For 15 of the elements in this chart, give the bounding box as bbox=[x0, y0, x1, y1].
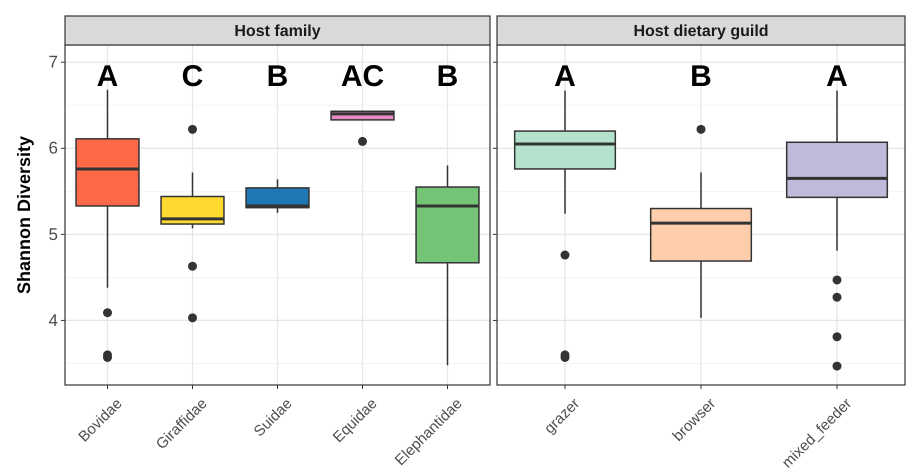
annotation: AC bbox=[340, 60, 384, 93]
y-tick-label: 7 bbox=[48, 52, 58, 72]
chart-title: Host family bbox=[234, 23, 321, 40]
annotation: A bbox=[826, 60, 848, 93]
annotation: B bbox=[690, 60, 712, 93]
y-axis-title: Shannon Diversity bbox=[14, 136, 34, 294]
y-tick-label: 4 bbox=[48, 310, 58, 330]
y-tick-label: 5 bbox=[48, 224, 58, 244]
annotation: B bbox=[266, 60, 288, 93]
annotation: A bbox=[96, 60, 118, 93]
annotation: B bbox=[436, 60, 458, 93]
annotation: C bbox=[182, 60, 204, 93]
y-tick-label: 6 bbox=[48, 138, 58, 158]
chart-title: Host dietary guild bbox=[633, 23, 769, 40]
annotation: A bbox=[554, 60, 576, 93]
